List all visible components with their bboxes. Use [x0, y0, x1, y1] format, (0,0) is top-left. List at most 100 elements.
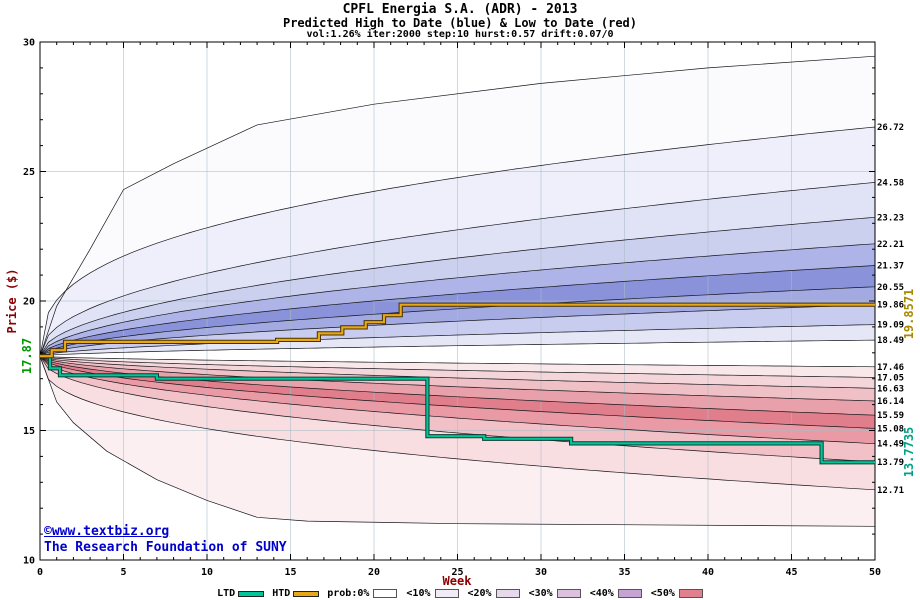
contour-line — [39, 356, 876, 491]
contour-end-label: 15.08 — [877, 424, 904, 434]
start-price-annotation: 17.87 — [20, 337, 34, 375]
contour-end-label: 24.58 — [877, 178, 904, 188]
legend-item: HTD — [272, 588, 320, 599]
legend-label: HTD — [272, 588, 291, 599]
legend-line-swatch — [293, 590, 320, 597]
low-probability-band — [40, 356, 875, 416]
contour-end-label: 18.49 — [877, 336, 904, 346]
ltd-final-annotation: 13.7735 — [902, 426, 916, 478]
contour-end-label: 15.59 — [877, 411, 904, 421]
legend-box-swatch — [617, 589, 642, 598]
legend-label: prob:0% — [327, 588, 370, 599]
x-tick-label: 50 — [869, 567, 881, 578]
watermark-url: ©www.textbiz.org — [44, 524, 170, 539]
contour-line — [39, 324, 876, 357]
contour-line — [39, 126, 876, 357]
contour-line — [39, 355, 876, 368]
x-tick-label: 20 — [368, 567, 380, 578]
y-tick-label: 30 — [23, 38, 35, 49]
chart-title: CPFL Energia S.A. (ADR) - 2013 — [342, 2, 578, 17]
x-tick-label: 10 — [201, 567, 213, 578]
legend-label: LTD — [217, 588, 236, 599]
low-probability-band — [40, 356, 875, 527]
legend-item: <20% — [468, 588, 520, 599]
legend-item: <50% — [651, 588, 703, 599]
legend-item: prob:0% — [327, 588, 398, 599]
legend-box-swatch — [678, 589, 703, 598]
contour-end-label: 26.72 — [877, 123, 904, 133]
contour-end-label: 23.23 — [877, 213, 904, 223]
legend-line-swatch — [238, 590, 265, 597]
contour-line — [39, 304, 876, 357]
legend-item: LTD — [217, 588, 265, 599]
legend-item: <10% — [406, 588, 459, 599]
contour-end-label: 16.14 — [877, 397, 905, 407]
legend-box-swatch — [495, 589, 520, 598]
ltd-line — [40, 355, 875, 464]
contour-line — [39, 243, 876, 357]
simulation-params: vol:1.26% iter:2000 step:10 hurst:0.57 d… — [306, 29, 614, 40]
contour-end-label: 19.09 — [877, 321, 904, 331]
contour-line — [39, 55, 876, 357]
contour-line — [39, 355, 876, 445]
legend-label: <30% — [528, 588, 553, 599]
chart-legend: LTD HTD prob:0% <10% <20% <30% <40% <50% — [0, 588, 920, 599]
low-probability-band — [40, 356, 875, 490]
contour-line — [39, 355, 876, 402]
legend-box-swatch — [434, 589, 459, 598]
chart-subtitle: Predicted High to Date (blue) & Low to D… — [282, 16, 637, 30]
contour-line — [39, 356, 876, 527]
low-probability-band — [40, 356, 875, 444]
contour-line — [39, 355, 876, 378]
contour-end-label: 20.55 — [877, 283, 904, 293]
contour-line — [39, 265, 876, 357]
x-tick-label: 45 — [785, 567, 797, 578]
watermark-org: The Research Foundation of SUNY — [44, 540, 287, 555]
x-tick-label: 40 — [702, 567, 714, 578]
x-tick-label: 25 — [451, 567, 463, 578]
htd-final-annotation: 19.8571 — [902, 288, 916, 340]
x-tick-label: 5 — [120, 567, 126, 578]
x-tick-label: 0 — [37, 567, 43, 578]
contour-line — [39, 339, 876, 357]
contour-line — [39, 216, 876, 357]
contour-end-label: 13.79 — [877, 458, 904, 468]
x-tick-label: 35 — [618, 567, 630, 578]
htd-line — [40, 303, 875, 358]
contour-end-label: 22.21 — [877, 240, 904, 250]
x-axis-label: Week — [442, 574, 472, 588]
contour-end-label: 17.46 — [877, 363, 904, 373]
high-probability-band — [40, 127, 875, 357]
high-probability-band — [40, 56, 875, 357]
legend-label: <40% — [589, 588, 614, 599]
contour-line — [39, 182, 876, 357]
y-tick-label: 15 — [23, 426, 35, 437]
y-tick-label: 20 — [23, 297, 35, 308]
y-axis-label: Price ($) — [5, 268, 19, 334]
contour-end-label: 17.05 — [877, 373, 904, 383]
contour-line — [39, 286, 876, 357]
contour-end-label: 21.37 — [877, 262, 904, 272]
high-probability-band — [40, 182, 875, 357]
contour-line — [39, 356, 876, 463]
contour-end-label: 19.86 — [877, 301, 904, 311]
contour-end-label: 12.71 — [877, 486, 904, 496]
contour-end-label: 16.63 — [877, 384, 904, 394]
low-probability-band — [40, 356, 875, 429]
legend-box-swatch — [373, 589, 398, 598]
legend-label: <50% — [650, 588, 675, 599]
contour-line — [39, 355, 876, 429]
high-probability-band — [40, 217, 875, 357]
high-probability-band — [40, 265, 875, 357]
y-tick-label: 25 — [23, 167, 35, 178]
y-tick-label: 10 — [23, 556, 35, 567]
x-tick-label: 15 — [284, 567, 296, 578]
contour-end-label: 14.49 — [877, 440, 904, 450]
high-probability-band — [40, 243, 875, 357]
low-probability-band — [40, 356, 875, 462]
x-tick-label: 30 — [535, 567, 547, 578]
legend-label: <20% — [467, 588, 492, 599]
legend-label: <10% — [406, 588, 431, 599]
